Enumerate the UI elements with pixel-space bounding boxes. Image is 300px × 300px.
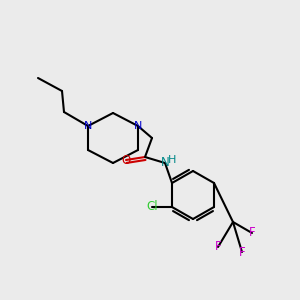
Text: F: F — [239, 245, 245, 259]
Text: F: F — [249, 226, 255, 239]
Text: N: N — [160, 157, 169, 169]
Text: F: F — [215, 241, 221, 254]
Text: N: N — [134, 121, 142, 131]
Text: O: O — [122, 154, 130, 166]
Text: H: H — [168, 155, 176, 165]
Text: N: N — [84, 121, 92, 131]
Text: Cl: Cl — [146, 200, 158, 214]
